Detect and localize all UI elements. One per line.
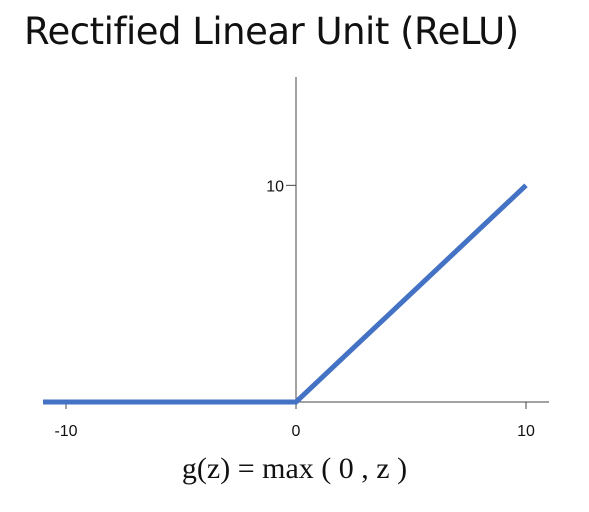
x-tick-label: 0 (292, 423, 301, 440)
x-tick-label: 10 (517, 423, 535, 440)
formula: g(z) = max ( 0 , z ) (181, 452, 408, 485)
chart-title: Rectified Linear Unit (ReLU) (24, 10, 519, 53)
ticks: -10 0 10 10 (54, 178, 535, 440)
axes (43, 77, 549, 403)
x-tick-label: -10 (54, 423, 77, 440)
series (43, 183, 528, 405)
relu-line (43, 183, 528, 405)
y-tick-label: 10 (266, 178, 284, 195)
